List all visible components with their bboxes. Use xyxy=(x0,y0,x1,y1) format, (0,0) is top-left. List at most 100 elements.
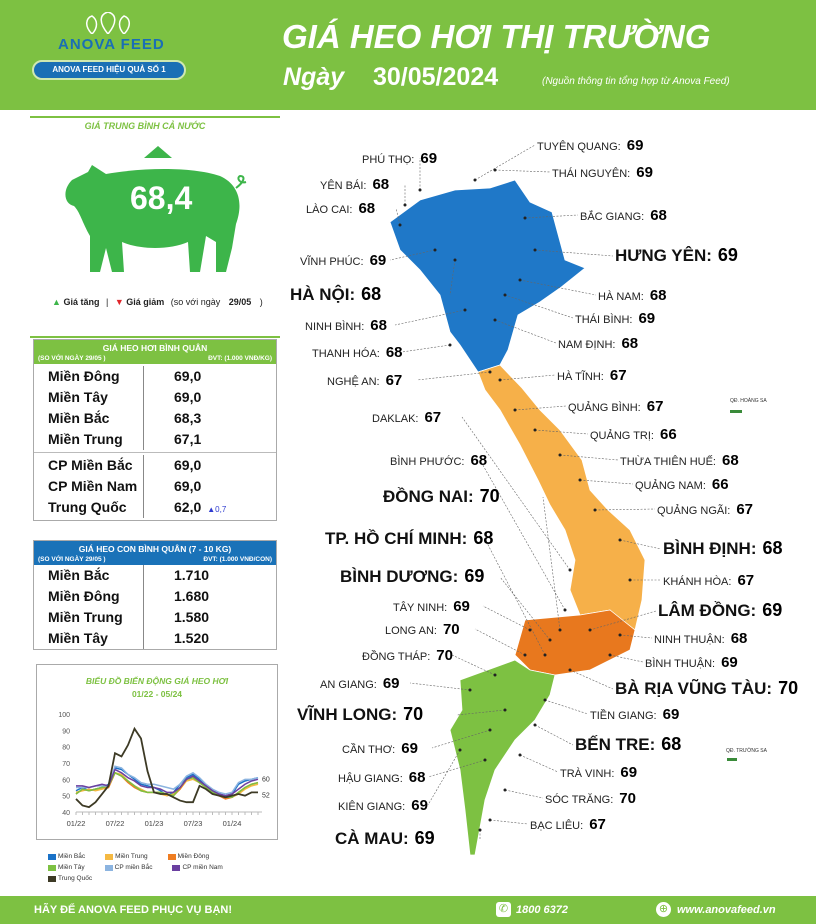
legend-swatch xyxy=(167,853,176,860)
phone-number[interactable]: 1800 6372 xyxy=(516,904,568,916)
region-name: Miền Đông xyxy=(48,368,120,384)
province-label: NAM ĐỊNH: 68 xyxy=(558,335,638,352)
province-label: TIỀN GIANG: 69 xyxy=(590,706,679,723)
province-price: 68 xyxy=(661,734,682,754)
legend-item: CP miền Nam xyxy=(172,864,232,871)
province-label: VĨNH LONG: 70 xyxy=(297,704,423,725)
province-name: KHÁNH HÒA: xyxy=(663,576,732,588)
website-link[interactable]: www.anovafeed.vn xyxy=(677,904,776,916)
price: 69,0 xyxy=(174,389,202,405)
province-dot xyxy=(533,428,537,432)
y-tick-label: 50 xyxy=(62,794,70,801)
province-label: CẦN THƠ: 69 xyxy=(342,740,418,757)
province-label: HẬU GIANG: 68 xyxy=(338,769,425,786)
x-tick-label: 01/23 xyxy=(145,819,164,828)
province-dot xyxy=(518,753,522,757)
province-label: BẾN TRE: 68 xyxy=(575,734,681,755)
province-label: LONG AN: 70 xyxy=(385,621,460,638)
province-price: 67 xyxy=(736,501,754,518)
y-tick-label: 60 xyxy=(62,777,70,784)
legend-item: Miền Bắc xyxy=(48,853,95,860)
leader-line xyxy=(534,429,589,435)
province-label: TRÀ VINH: 69 xyxy=(560,764,637,781)
province-name: TUYÊN QUANG: xyxy=(537,141,621,153)
price-value: 62,0 ▲0,7 xyxy=(174,497,276,518)
price: 69,0 xyxy=(174,457,202,473)
province-price: 69 xyxy=(636,164,653,181)
table-header: GIÁ HEO HƠI BÌNH QUÂN (SO VỚI NGÀY 29/05… xyxy=(34,340,276,364)
province-dot xyxy=(453,258,457,262)
compare-end: ) xyxy=(259,297,263,307)
globe-icon: ⊕ xyxy=(656,902,671,917)
province-dot xyxy=(463,308,467,312)
province-price: 69 xyxy=(638,310,656,327)
province-price: 69 xyxy=(762,600,783,620)
province-dot xyxy=(543,653,547,657)
leader-line xyxy=(431,729,491,749)
table-unit: ĐVT: (1.000 VNĐ/CON) xyxy=(203,556,272,563)
leader-line xyxy=(519,754,559,773)
province-label: BẠC LIÊU: 67 xyxy=(530,816,606,833)
region-name: Miền Tây xyxy=(48,389,108,405)
province-price: 69 xyxy=(401,740,418,757)
province-name: QUẢNG NGÃI: xyxy=(657,505,731,517)
province-dot xyxy=(493,318,497,322)
chart-title: BIỂU ĐỒ BIẾN ĐỘNG GIÁ HEO HƠI xyxy=(85,676,229,686)
province-dot xyxy=(398,223,402,227)
province-name: YÊN BÁI: xyxy=(320,180,367,192)
region-name: CP Miền Nam xyxy=(48,478,138,494)
x-tick-label: 07/23 xyxy=(184,819,203,828)
province-price: 68 xyxy=(473,528,494,548)
price-value: 69,0 xyxy=(174,455,276,476)
legend-item: Miền Trung xyxy=(105,853,158,860)
province-dot xyxy=(458,748,462,752)
province-dot xyxy=(558,453,562,457)
province-name: SÓC TRĂNG: xyxy=(545,794,614,806)
province-name: LÂM ĐỒNG: xyxy=(658,601,757,620)
province-label: HÀ TĨNH: 67 xyxy=(557,367,627,384)
region-name: Miền Bắc xyxy=(48,410,110,426)
province-name: BẾN TRE: xyxy=(575,735,656,754)
province-label: BÌNH THUẬN: 69 xyxy=(645,654,738,671)
province-label: TUYÊN QUANG: 69 xyxy=(537,137,643,154)
province-name: THÁI BÌNH: xyxy=(575,314,633,326)
y-tick-label: 70 xyxy=(62,761,70,768)
chart-subtitle: 01/22 - 05/24 xyxy=(131,689,183,699)
province-price: 68 xyxy=(372,176,390,193)
province-price: 70 xyxy=(436,647,453,664)
province-label: VĨNH PHÚC: 69 xyxy=(300,252,386,269)
province-price: 67 xyxy=(609,367,627,384)
province-price: 68 xyxy=(370,317,387,334)
province-label: LÀO CAI: 68 xyxy=(306,200,375,217)
province-name: QUẢNG NAM: xyxy=(635,480,706,492)
province-dot xyxy=(548,638,552,642)
province-price: 69 xyxy=(414,828,435,848)
legend-swatch xyxy=(48,853,56,860)
province-label: CÀ MAU: 69 xyxy=(335,828,435,849)
leader-line xyxy=(451,654,496,676)
province-price: 67 xyxy=(589,816,606,833)
province-name: QUẢNG TRỊ: xyxy=(590,430,654,442)
y-tick-label: 40 xyxy=(62,810,70,817)
map-shape xyxy=(389,144,742,856)
province-dot xyxy=(518,278,522,282)
price: 62,0 xyxy=(174,499,202,515)
price-value: 69,0 xyxy=(174,387,276,408)
legend-item: Trung Quốc xyxy=(48,875,102,882)
north-region xyxy=(389,179,586,373)
province-dot xyxy=(568,568,572,572)
region-name: CP Miền Bắc xyxy=(48,457,133,473)
price: 1.710 xyxy=(174,567,210,583)
price: 69,0 xyxy=(174,368,202,384)
legend-label: Trung Quốc xyxy=(58,875,93,882)
province-name: BÌNH ĐỊNH: xyxy=(663,539,757,558)
region-name: Miền Trung xyxy=(48,431,123,447)
province-price: 69 xyxy=(369,252,387,269)
province-label: ĐỒNG NAI: 70 xyxy=(383,486,500,507)
province-label: THÁI BÌNH: 69 xyxy=(575,310,655,327)
leader-line xyxy=(474,144,536,181)
leader-line xyxy=(609,654,644,663)
province-price: 66 xyxy=(659,426,677,443)
province-price: 68 xyxy=(470,452,488,469)
logo-brand: ANOVA FEED xyxy=(58,36,165,53)
